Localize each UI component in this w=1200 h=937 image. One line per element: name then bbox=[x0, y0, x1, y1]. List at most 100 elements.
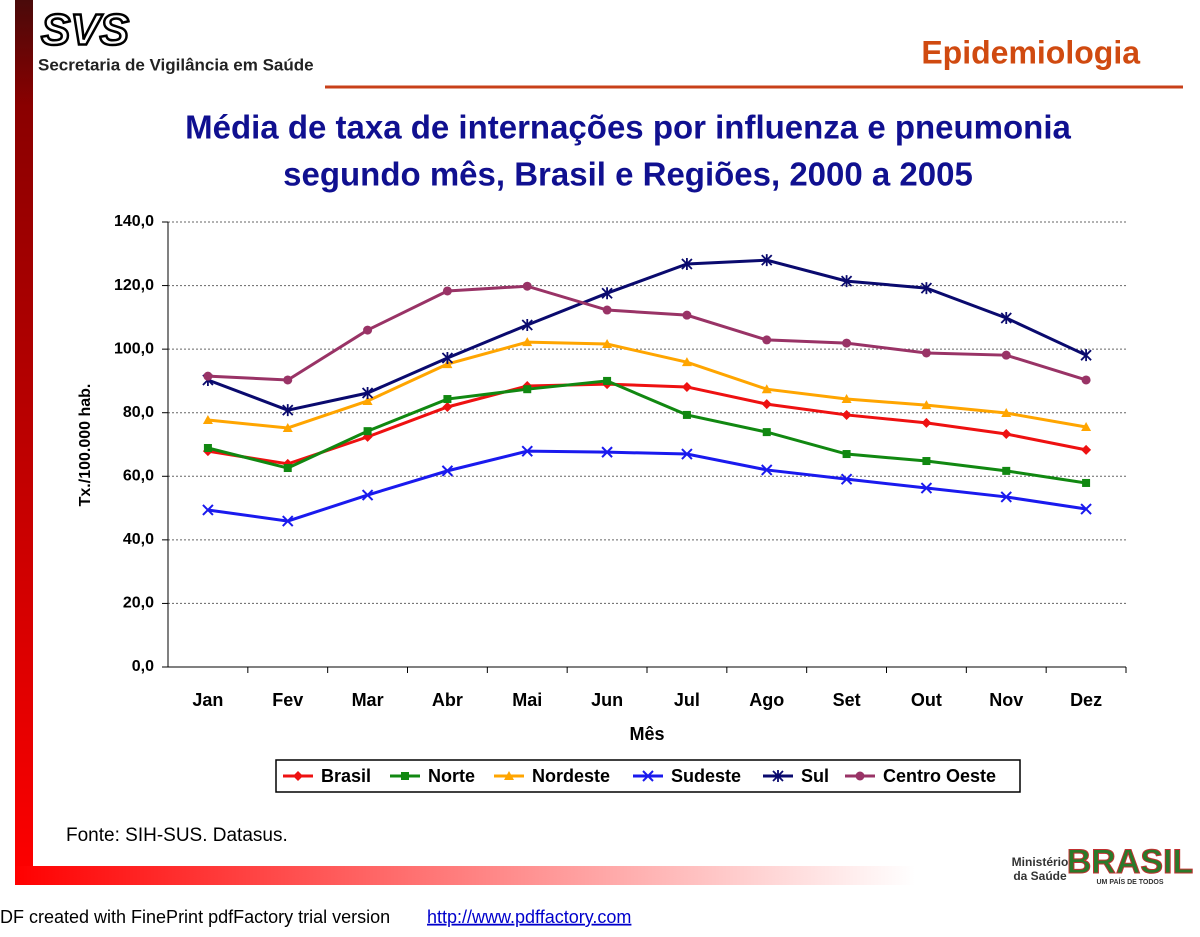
logo: SVS bbox=[41, 6, 129, 55]
marker bbox=[920, 482, 933, 494]
marker bbox=[761, 399, 772, 410]
legend-label: Centro Oeste bbox=[883, 766, 996, 786]
legend-label: Nordeste bbox=[532, 766, 610, 786]
y-tick-label: 0,0 bbox=[132, 658, 154, 675]
marker bbox=[921, 348, 931, 358]
marker bbox=[283, 464, 292, 473]
bottom-bar bbox=[15, 866, 915, 885]
legend-label: Norte bbox=[428, 766, 475, 786]
marker bbox=[840, 473, 853, 485]
marker bbox=[1080, 349, 1092, 362]
x-tick-label: Out bbox=[911, 690, 942, 710]
marker bbox=[522, 337, 533, 347]
marker bbox=[921, 400, 932, 410]
marker bbox=[442, 401, 453, 412]
y-tick-label: 80,0 bbox=[123, 404, 154, 421]
marker bbox=[681, 357, 692, 367]
series-line bbox=[207, 379, 1087, 485]
marker bbox=[642, 770, 654, 782]
y-tick-label: 140,0 bbox=[114, 213, 154, 230]
marker bbox=[203, 371, 213, 381]
marker bbox=[682, 310, 692, 320]
side-bar bbox=[15, 0, 33, 885]
section-title: Epidemiologia bbox=[921, 34, 1140, 70]
marker bbox=[855, 771, 865, 781]
series-line bbox=[207, 382, 1087, 466]
marker bbox=[841, 409, 852, 420]
x-tick-label: Mai bbox=[512, 690, 542, 710]
marker bbox=[772, 770, 784, 782]
marker bbox=[1001, 429, 1012, 440]
marker bbox=[841, 394, 852, 404]
marker bbox=[363, 427, 372, 436]
pdf-note: DF created with FinePrint pdfFactory tri… bbox=[0, 907, 390, 927]
marker bbox=[842, 338, 852, 348]
marker bbox=[922, 457, 931, 466]
marker bbox=[1000, 311, 1012, 324]
marker bbox=[601, 446, 613, 458]
x-tick-label: Jun bbox=[591, 690, 623, 710]
marker bbox=[441, 352, 454, 365]
marker bbox=[681, 381, 692, 392]
series-line bbox=[207, 284, 1087, 382]
legend-label: Sul bbox=[801, 766, 829, 786]
marker bbox=[361, 387, 374, 400]
marker bbox=[441, 465, 454, 477]
marker bbox=[1000, 491, 1012, 503]
y-tick-label: 60,0 bbox=[123, 468, 154, 485]
marker bbox=[1001, 350, 1011, 360]
marker bbox=[921, 417, 932, 428]
x-tick-label: Jan bbox=[192, 690, 223, 710]
marker bbox=[1002, 466, 1011, 475]
marker bbox=[283, 375, 293, 385]
y-tick-label: 40,0 bbox=[123, 531, 154, 548]
marker bbox=[762, 335, 772, 345]
series-line bbox=[207, 449, 1087, 523]
x-tick-label: Fev bbox=[272, 690, 303, 710]
y-tick-label: 120,0 bbox=[114, 277, 154, 294]
marker bbox=[203, 443, 212, 452]
marker bbox=[363, 325, 373, 335]
marker bbox=[293, 771, 303, 781]
org-name: Secretaria de Vigilância em Saúde bbox=[38, 55, 314, 74]
marker bbox=[602, 305, 612, 315]
y-tick-label: 100,0 bbox=[114, 340, 154, 357]
marker bbox=[601, 287, 613, 300]
marker bbox=[521, 318, 533, 331]
x-tick-label: Set bbox=[833, 690, 861, 710]
link[interactable]: http://www.pdffactory.com bbox=[427, 907, 631, 927]
marker bbox=[361, 489, 374, 501]
marker bbox=[504, 771, 514, 780]
marker bbox=[401, 772, 409, 780]
x-tick-label: Dez bbox=[1070, 690, 1102, 710]
marker bbox=[202, 415, 213, 425]
marker bbox=[522, 281, 532, 291]
marker bbox=[443, 395, 452, 404]
marker bbox=[761, 384, 772, 394]
marker bbox=[1080, 503, 1092, 515]
marker bbox=[761, 254, 773, 267]
legend-label: Sudeste bbox=[671, 766, 741, 786]
marker bbox=[602, 339, 613, 349]
ministry: Ministério bbox=[1012, 855, 1069, 869]
marker bbox=[282, 404, 294, 417]
marker bbox=[202, 504, 214, 516]
marker bbox=[1081, 375, 1091, 385]
x-tick-label: Ago bbox=[749, 690, 784, 710]
brand-logo: BRASIL bbox=[1067, 843, 1194, 881]
marker bbox=[681, 257, 693, 270]
x-tick-label: Nov bbox=[989, 690, 1023, 710]
x-tick-label: Abr bbox=[432, 690, 463, 710]
marker bbox=[1001, 408, 1012, 418]
chart-title: segundo mês, Brasil e Regiões, 2000 a 20… bbox=[283, 156, 973, 193]
marker bbox=[842, 450, 851, 459]
marker bbox=[603, 376, 612, 385]
marker bbox=[761, 464, 773, 476]
chart-title: Média de taxa de internações por influen… bbox=[185, 109, 1071, 146]
marker bbox=[1081, 422, 1092, 432]
y-axis-title: Tx./100.000 hab. bbox=[77, 384, 94, 507]
ministry: da Saúde bbox=[1013, 869, 1067, 883]
marker bbox=[282, 422, 293, 432]
x-tick-label: Jul bbox=[674, 690, 700, 710]
